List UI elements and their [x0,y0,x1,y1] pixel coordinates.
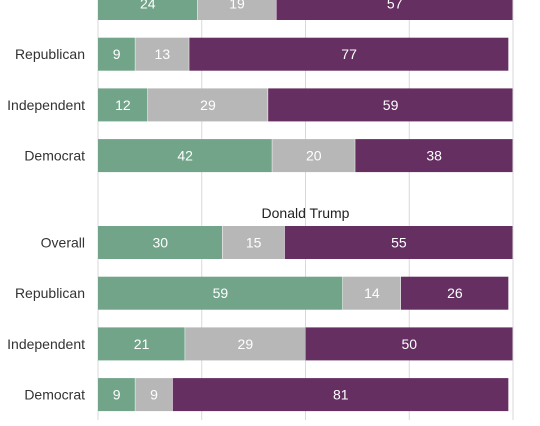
data-label: 59 [213,285,229,301]
bar-segment [98,88,148,122]
bar-segment [400,276,509,310]
bar-segment [268,88,513,122]
data-label: 77 [341,46,357,62]
bar-segment [98,327,185,361]
data-label: 13 [155,46,171,62]
data-label: 29 [238,336,254,352]
labels: 24 19 57 Republican 9 13 77 Independent 12 29 59 De… [7,0,463,403]
data-label: 30 [152,235,168,251]
category-label: Republican [15,46,85,62]
data-label: 38 [426,148,442,164]
category-label: Republican [15,285,85,301]
category-label: Democrat [24,387,85,403]
panel-title: Donald Trump [262,205,350,221]
data-label: 57 [387,0,403,12]
bar-segment [276,0,513,20]
data-label: 12 [115,97,131,113]
data-label: 20 [306,148,322,164]
data-label: 59 [383,97,399,113]
bar-segment [284,226,513,259]
bar-segment [135,378,173,412]
bar-segment [98,226,222,259]
data-label: 15 [246,235,262,251]
bar-segment [189,37,509,71]
bar-segment [98,139,272,173]
data-label: 14 [364,285,380,301]
bar-segment [147,88,268,122]
bar-segment [197,0,276,20]
category-label: Overall [41,235,85,251]
data-label: 55 [391,235,407,251]
data-label: 42 [177,148,193,164]
data-label: 9 [113,46,121,62]
category-label: Democrat [24,148,85,164]
bar-segment [98,378,135,412]
data-label: 81 [333,387,349,403]
data-label: 21 [134,336,150,352]
bar-segment [135,37,189,71]
data-label: 50 [401,336,417,352]
bar-segment [172,378,509,412]
data-label: 9 [150,387,158,403]
bar-segment [342,276,401,310]
data-label: 24 [140,0,156,12]
data-label: 26 [447,285,463,301]
bar-segment [305,327,513,361]
category-label: Independent [7,336,85,352]
bar-segment [98,0,198,20]
bar-segment [98,276,343,310]
bars [98,0,513,412]
data-label: 9 [113,387,121,403]
bar-segment [272,139,355,173]
bar-segment [222,226,285,259]
bar-segment [98,37,135,71]
data-label: 19 [229,0,245,12]
bar-segment [185,327,305,361]
data-label: 29 [200,97,216,113]
bar-segment [355,139,513,173]
category-label: Independent [7,97,85,113]
